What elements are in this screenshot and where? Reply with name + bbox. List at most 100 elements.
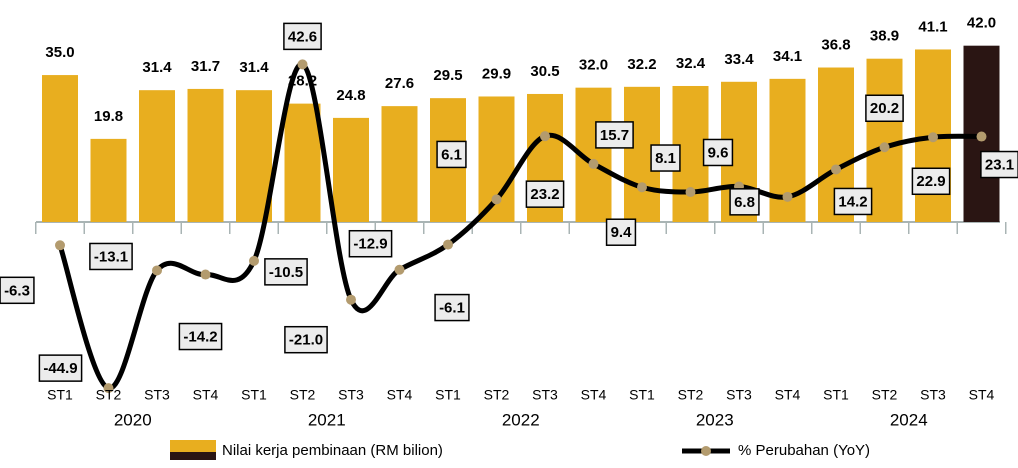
bar	[90, 138, 127, 222]
legend-label: % Perubahan (YoY)	[738, 442, 870, 459]
x-group-label: 2024	[890, 410, 928, 429]
bar	[236, 90, 272, 222]
label-box	[434, 293, 470, 322]
x-tick-label: ST3	[726, 387, 752, 403]
bar-value-label: 31.7	[191, 58, 220, 75]
bar-value-label: 42.0	[967, 15, 996, 32]
line-marker	[394, 264, 405, 275]
x-group-label: 2021	[308, 410, 346, 429]
line-marker	[297, 59, 308, 70]
label-box	[284, 325, 328, 354]
x-group-label: 2020	[114, 410, 152, 429]
bar-value-label: 31.4	[239, 59, 269, 76]
line-value-box: -13.1	[89, 242, 133, 271]
x-tick-label: ST4	[775, 387, 801, 403]
x-tick-label: ST2	[678, 387, 704, 403]
line-value-box: 23.2	[525, 180, 565, 208]
line-value-label: 23.2	[530, 186, 559, 203]
line-marker	[685, 187, 696, 198]
line-value-label: -13.1	[94, 248, 128, 265]
line-value-label: -6.3	[4, 282, 30, 299]
line-marker	[152, 265, 162, 276]
x-tick-label: ST1	[435, 387, 461, 403]
line-marker	[200, 269, 211, 280]
line-value-label: 8.1	[655, 150, 676, 167]
label-box	[283, 22, 322, 51]
line-marker	[346, 294, 356, 305]
x-tick-label: ST4	[581, 387, 607, 403]
bar	[42, 75, 78, 222]
line-value-box: -21.0	[284, 325, 328, 354]
line-marker	[782, 191, 793, 202]
label-box	[264, 258, 308, 286]
bar-value-label: 32.2	[627, 56, 656, 73]
line-value-box: -44.9	[38, 354, 83, 382]
bar-value-label: 27.6	[385, 75, 414, 92]
x-tick-label: ST2	[872, 387, 898, 403]
bar	[866, 58, 903, 223]
bar-value-label: 32.0	[579, 57, 608, 74]
line-value-label: -6.1	[439, 300, 465, 317]
legend-swatch	[170, 452, 216, 460]
bar-value-label: 19.8	[94, 108, 123, 125]
line-value-box: -6.1	[434, 293, 470, 322]
bar	[284, 103, 321, 222]
x-tick-label: ST1	[823, 387, 849, 403]
x-tick-label: ST4	[387, 387, 413, 403]
line-value-label: -10.5	[269, 264, 303, 281]
bar-value-label: 41.1	[918, 18, 947, 35]
line-value-box: 22.9	[911, 167, 951, 196]
line-value-label: 9.4	[611, 224, 633, 241]
legend-marker	[701, 446, 711, 456]
x-tick-label: ST4	[193, 387, 219, 403]
line-value-label: 6.8	[734, 194, 755, 211]
bar-value-label: 33.4	[724, 51, 754, 68]
line-value-box: -6.3	[0, 276, 35, 305]
line-value-box: 9.6	[702, 138, 734, 167]
x-tick-label: ST3	[920, 387, 946, 403]
x-tick-label: ST2	[290, 387, 316, 403]
line-value-box: 23.1	[980, 150, 1018, 179]
bar-value-label: 24.8	[336, 87, 365, 104]
line-value-box: 20.2	[865, 94, 904, 123]
line-value-label: 42.6	[288, 28, 317, 45]
bar	[333, 117, 369, 222]
line-value-box: -10.5	[264, 258, 308, 286]
line-marker	[103, 383, 114, 394]
bar-value-label: 31.4	[142, 59, 172, 76]
line-marker	[637, 182, 647, 193]
line-marker	[540, 131, 550, 142]
label-box	[595, 121, 634, 149]
line-marker	[879, 142, 890, 153]
x-tick-label: ST3	[144, 387, 170, 403]
line-value-box: 8.1	[650, 144, 681, 172]
line-value-box: -14.2	[178, 322, 223, 351]
line-marker	[249, 255, 259, 266]
line-value-box: 6.8	[729, 188, 760, 216]
line-marker	[588, 158, 599, 169]
bar-value-label: 30.5	[530, 63, 559, 80]
label-box	[38, 354, 83, 382]
bar-value-label: 36.8	[821, 36, 850, 53]
label-box	[865, 94, 904, 123]
x-tick-label: ST1	[241, 387, 267, 403]
line-value-label: 6.1	[441, 146, 462, 163]
bar-value-label: 32.4	[676, 55, 706, 72]
x-group-label: 2022	[502, 410, 540, 429]
x-tick-label: ST3	[338, 387, 364, 403]
line-value-box: 6.1	[436, 140, 467, 169]
label-box	[525, 180, 565, 208]
label-box	[89, 242, 133, 271]
line-marker	[443, 239, 453, 250]
line-value-label: -14.2	[183, 329, 217, 346]
label-box	[605, 218, 637, 246]
label-box	[650, 144, 681, 172]
line-value-box: 15.7	[595, 121, 634, 149]
line-value-label: 14.2	[838, 193, 867, 210]
label-box	[911, 167, 951, 196]
label-box	[436, 140, 467, 169]
bar-value-label: 29.5	[433, 67, 462, 84]
bar	[187, 88, 224, 222]
bar	[139, 90, 175, 222]
